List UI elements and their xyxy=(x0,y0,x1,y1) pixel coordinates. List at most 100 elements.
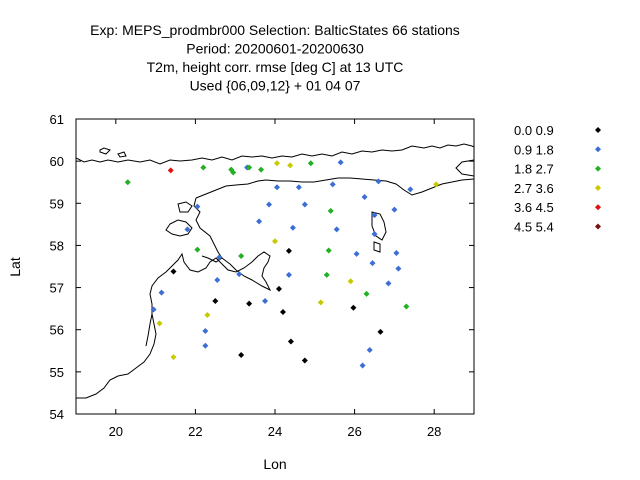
data-point xyxy=(156,320,163,327)
legend-marker xyxy=(595,127,601,133)
legend-label: 2.7 3.6 xyxy=(514,181,554,196)
data-point xyxy=(170,268,177,275)
data-point xyxy=(353,250,360,257)
data-point xyxy=(279,309,286,316)
data-point xyxy=(167,167,174,174)
data-point xyxy=(170,354,177,361)
y-axis-label: Lat xyxy=(7,257,23,277)
data-point xyxy=(184,226,191,233)
data-point xyxy=(359,362,366,369)
x-tick-label: 28 xyxy=(427,424,441,439)
data-point xyxy=(403,303,410,310)
y-tick-label: 55 xyxy=(50,365,64,380)
data-points xyxy=(124,159,440,369)
data-point xyxy=(391,206,398,213)
data-point xyxy=(275,285,282,292)
data-point xyxy=(323,271,330,278)
data-point xyxy=(256,218,263,225)
data-point xyxy=(395,265,402,272)
x-tick-label: 26 xyxy=(347,424,361,439)
data-point xyxy=(202,342,209,349)
x-tick-label: 20 xyxy=(109,424,123,439)
data-point xyxy=(289,224,296,231)
data-point xyxy=(433,181,440,188)
data-point xyxy=(246,164,253,171)
data-point xyxy=(194,203,201,210)
data-point xyxy=(375,178,382,185)
x-tick-label: 22 xyxy=(188,424,202,439)
data-point xyxy=(266,201,273,208)
data-point xyxy=(371,231,378,238)
data-point xyxy=(204,311,211,318)
y-tick-label: 56 xyxy=(50,323,64,338)
title-line: T2m, height corr. rmse [deg C] at 13 UTC xyxy=(147,59,404,75)
y-tick-label: 57 xyxy=(50,281,64,296)
data-point xyxy=(377,328,384,335)
x-axis-label: Lon xyxy=(263,456,286,472)
data-point xyxy=(158,289,165,296)
data-point xyxy=(202,327,209,334)
data-point xyxy=(301,357,308,364)
data-point xyxy=(329,181,336,188)
data-point xyxy=(393,250,400,257)
data-point xyxy=(337,159,344,166)
data-point xyxy=(214,276,221,283)
x-tick-label: 24 xyxy=(268,424,282,439)
data-point xyxy=(124,179,131,186)
data-point xyxy=(238,352,245,358)
data-point xyxy=(236,271,243,278)
legend-label: 0.0 0.9 xyxy=(514,123,554,138)
y-tick-label: 61 xyxy=(50,112,64,127)
data-point xyxy=(230,169,237,176)
chart-title: Exp: MEPS_prodmbr000 Selection: BalticSt… xyxy=(90,22,460,94)
data-point xyxy=(272,238,278,245)
data-point xyxy=(285,247,292,254)
data-point xyxy=(385,280,392,287)
legend-marker xyxy=(595,165,601,172)
y-tick-label: 54 xyxy=(50,407,64,422)
data-point xyxy=(273,160,280,167)
y-tick-label: 60 xyxy=(50,154,64,169)
legend-marker xyxy=(595,146,601,153)
data-point xyxy=(361,193,368,200)
title-line: Period: 20200601-20200630 xyxy=(186,41,364,57)
data-point xyxy=(333,226,340,233)
data-point xyxy=(287,338,294,345)
data-point xyxy=(366,346,373,353)
data-point xyxy=(287,162,294,169)
plot-area: 20 22 24 26 28 54 55 56 57 58 59 60 61 xyxy=(50,112,475,439)
data-point xyxy=(317,299,324,306)
data-point xyxy=(325,247,332,254)
title-line: Used {06,09,12} + 01 04 07 xyxy=(190,78,361,94)
data-point xyxy=(194,246,201,253)
data-point xyxy=(216,254,223,261)
legend-marker xyxy=(595,223,601,230)
data-point xyxy=(369,260,376,267)
data-point xyxy=(327,207,334,214)
data-point xyxy=(285,271,292,278)
axis-ticks: 20 22 24 26 28 54 55 56 57 58 59 60 61 xyxy=(50,112,474,439)
data-point xyxy=(407,186,414,193)
data-point xyxy=(363,290,370,297)
legend-marker xyxy=(595,184,601,191)
data-point xyxy=(301,201,308,208)
legend-label: 1.8 2.7 xyxy=(514,162,554,177)
data-point xyxy=(295,184,302,191)
data-point xyxy=(347,278,354,285)
data-point xyxy=(307,160,314,167)
y-tick-label: 58 xyxy=(50,238,64,253)
data-point xyxy=(350,304,357,311)
data-point xyxy=(200,164,207,171)
data-point xyxy=(262,298,269,305)
coastline-map xyxy=(76,143,474,399)
data-point xyxy=(273,184,280,191)
data-point xyxy=(246,300,253,307)
legend: 0.0 0.9 0.9 1.8 1.8 2.7 2.7 3.6 3.6 4.5 4.5 5… xyxy=(514,123,601,235)
y-tick-label: 59 xyxy=(50,196,64,211)
title-line: Exp: MEPS_prodmbr000 Selection: BalticSt… xyxy=(90,22,460,38)
data-point xyxy=(371,212,378,219)
legend-label: 0.9 1.8 xyxy=(514,142,554,157)
legend-marker xyxy=(595,204,601,211)
data-point xyxy=(212,298,219,305)
